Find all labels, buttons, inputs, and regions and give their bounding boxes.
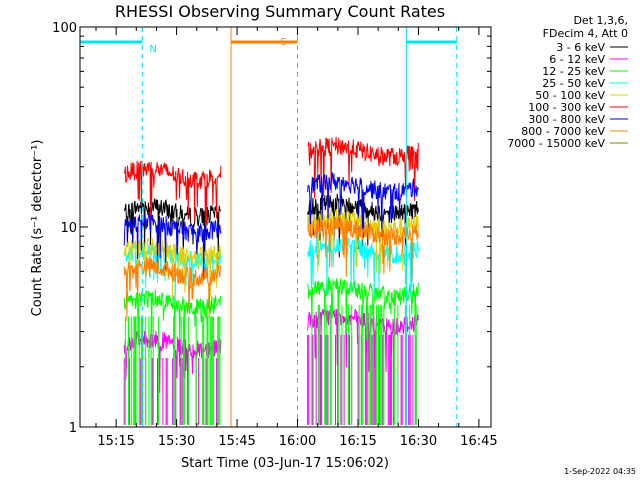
series-line-6-12kev	[123, 330, 222, 394]
y-axis-label: Count Rate (s⁻¹ detector⁻¹)	[30, 140, 45, 317]
series-line-800-7000kev	[307, 216, 419, 282]
plot-data-area	[123, 136, 419, 425]
y-tick-label: 10	[60, 221, 77, 236]
series-line-25-50kev	[307, 233, 419, 298]
legend-entry-label: 800 - 7000 keV	[521, 125, 605, 138]
legend-entry-label: 12 - 25 keV	[542, 65, 605, 78]
axes-ticks: 15:15 15:30 15:45 16:00 16:15 16:30 16:45 1 10 10…	[52, 21, 497, 449]
marker-label: N	[149, 44, 156, 55]
x-tick-label: 15:45	[218, 434, 255, 449]
x-tick-label: 16:00	[279, 434, 316, 449]
marker-label: S	[281, 37, 287, 48]
y-tick-label: 100	[52, 21, 77, 36]
x-tick-label: 15:15	[97, 434, 134, 449]
x-tick-label: 15:30	[158, 434, 195, 449]
series-line-300-800kev	[123, 212, 222, 279]
x-tick-label: 16:30	[400, 434, 437, 449]
legend-entry-label: 7000 - 15000 keV	[507, 137, 605, 150]
y-axis-label-text: Count Rate (s⁻¹ detector⁻¹)	[30, 140, 45, 317]
x-tick-label: 16:15	[339, 434, 376, 449]
series-line-300-800kev	[307, 171, 419, 238]
x-axis-label: Start Time (03-Jun-17 15:06:02)	[181, 456, 389, 471]
chart-title: RHESSI Observing Summary Count Rates	[115, 2, 445, 21]
legend-entry-label: 6 - 12 keV	[549, 53, 605, 66]
legend-entry-label: 300 - 800 keV	[528, 113, 605, 126]
generation-timestamp: 1-Sep-2022 04:35	[564, 467, 636, 476]
series-line-12-25kev	[123, 289, 222, 350]
series-line-6-12kev	[307, 307, 419, 372]
series-line-100-300kev	[123, 160, 222, 225]
series-line-12-25kev	[307, 277, 419, 341]
series-line-100-300kev	[307, 136, 419, 202]
legend-header-line-2: FDecim 4, Att 0	[543, 27, 628, 40]
legend-entry-label: 50 - 100 keV	[535, 89, 605, 102]
legend-entry-label: 3 - 6 keV	[556, 41, 605, 54]
series-line-50-100kev	[123, 237, 222, 299]
legend-header-line-1: Det 1,3,6,	[573, 14, 628, 27]
legend-entry-label: 100 - 300 keV	[528, 101, 605, 114]
y-tick-label: 1	[69, 421, 77, 436]
series-line-800-7000kev	[123, 256, 222, 322]
legend-entry-label: 25 - 50 keV	[542, 77, 605, 90]
x-tick-label: 16:45	[460, 434, 497, 449]
